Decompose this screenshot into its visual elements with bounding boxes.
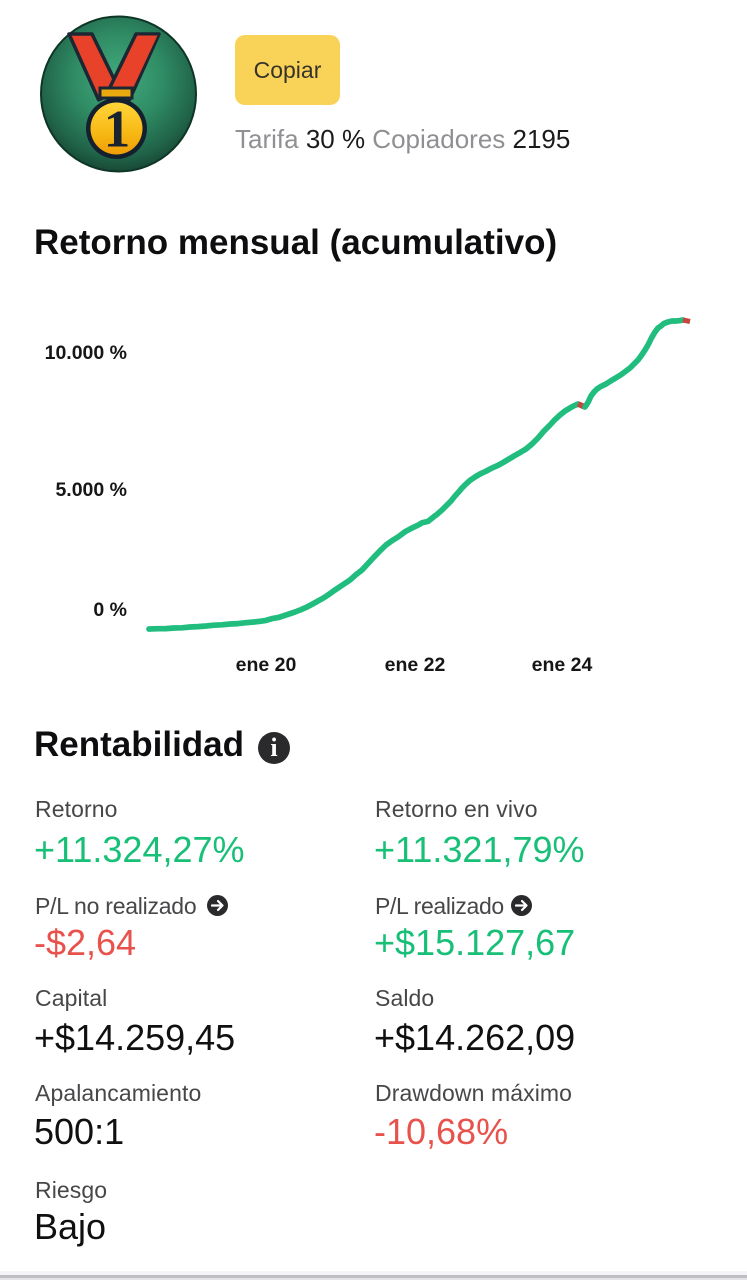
svg-text:ene 24: ene 24 xyxy=(532,654,593,676)
svg-text:10.000 %: 10.000 % xyxy=(45,342,127,364)
svg-text:ene 22: ene 22 xyxy=(385,654,446,676)
svg-text:ene 20: ene 20 xyxy=(236,654,297,676)
svg-text:0 %: 0 % xyxy=(93,599,127,621)
svg-text:i: i xyxy=(270,733,277,762)
svg-text:1: 1 xyxy=(104,101,131,159)
svg-text:5.000 %: 5.000 % xyxy=(55,479,127,501)
